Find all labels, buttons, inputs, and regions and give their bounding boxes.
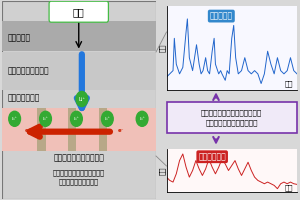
Text: ゲート電極: ゲート電極 — [8, 33, 31, 42]
FancyBboxPatch shape — [2, 108, 156, 151]
Text: リチウム固体電解質: リチウム固体電解質 — [8, 67, 49, 76]
Text: タングステン酸リチウム: タングステン酸リチウム — [53, 153, 104, 162]
Text: e⁻: e⁻ — [56, 128, 62, 133]
FancyBboxPatch shape — [2, 21, 156, 51]
Text: リチウムイオン: リチウムイオン — [8, 94, 40, 103]
Circle shape — [76, 91, 88, 107]
Circle shape — [40, 111, 51, 126]
Text: 入力: 入力 — [73, 7, 85, 17]
Circle shape — [9, 111, 20, 126]
Text: e⁻: e⁻ — [86, 128, 93, 133]
Text: e⁻: e⁻ — [117, 128, 124, 133]
Text: e⁻: e⁻ — [25, 128, 31, 133]
Text: リチウム固体電解質を用いる
酸化還元トランジスタ: リチウム固体電解質を用いる 酸化還元トランジスタ — [53, 169, 105, 185]
Circle shape — [101, 111, 113, 126]
FancyBboxPatch shape — [68, 108, 76, 151]
FancyBboxPatch shape — [37, 108, 46, 151]
Text: ゲート電流: ゲート電流 — [210, 12, 233, 21]
FancyBboxPatch shape — [2, 52, 156, 90]
FancyBboxPatch shape — [49, 1, 108, 22]
Circle shape — [70, 111, 82, 126]
Text: 振幅: 振幅 — [159, 44, 165, 52]
Text: 時間: 時間 — [285, 184, 293, 191]
Circle shape — [136, 111, 148, 126]
Text: 入力を多様な特徴を持つ信号に
変換して高精度に情報処理: 入力を多様な特徴を持つ信号に 変換して高精度に情報処理 — [201, 109, 262, 126]
FancyBboxPatch shape — [167, 102, 297, 133]
Text: Li⁺: Li⁺ — [139, 117, 145, 121]
Text: 振幅: 振幅 — [159, 166, 165, 175]
Text: Li⁺: Li⁺ — [43, 117, 49, 121]
Text: Li⁺: Li⁺ — [78, 97, 85, 102]
Text: ドレイン電流: ドレイン電流 — [198, 152, 226, 161]
Text: Li⁺: Li⁺ — [74, 117, 80, 121]
Text: 時間: 時間 — [285, 81, 293, 87]
FancyBboxPatch shape — [99, 108, 107, 151]
Text: Li⁺: Li⁺ — [104, 117, 110, 121]
FancyBboxPatch shape — [2, 1, 156, 199]
Text: Li⁺: Li⁺ — [12, 117, 18, 121]
